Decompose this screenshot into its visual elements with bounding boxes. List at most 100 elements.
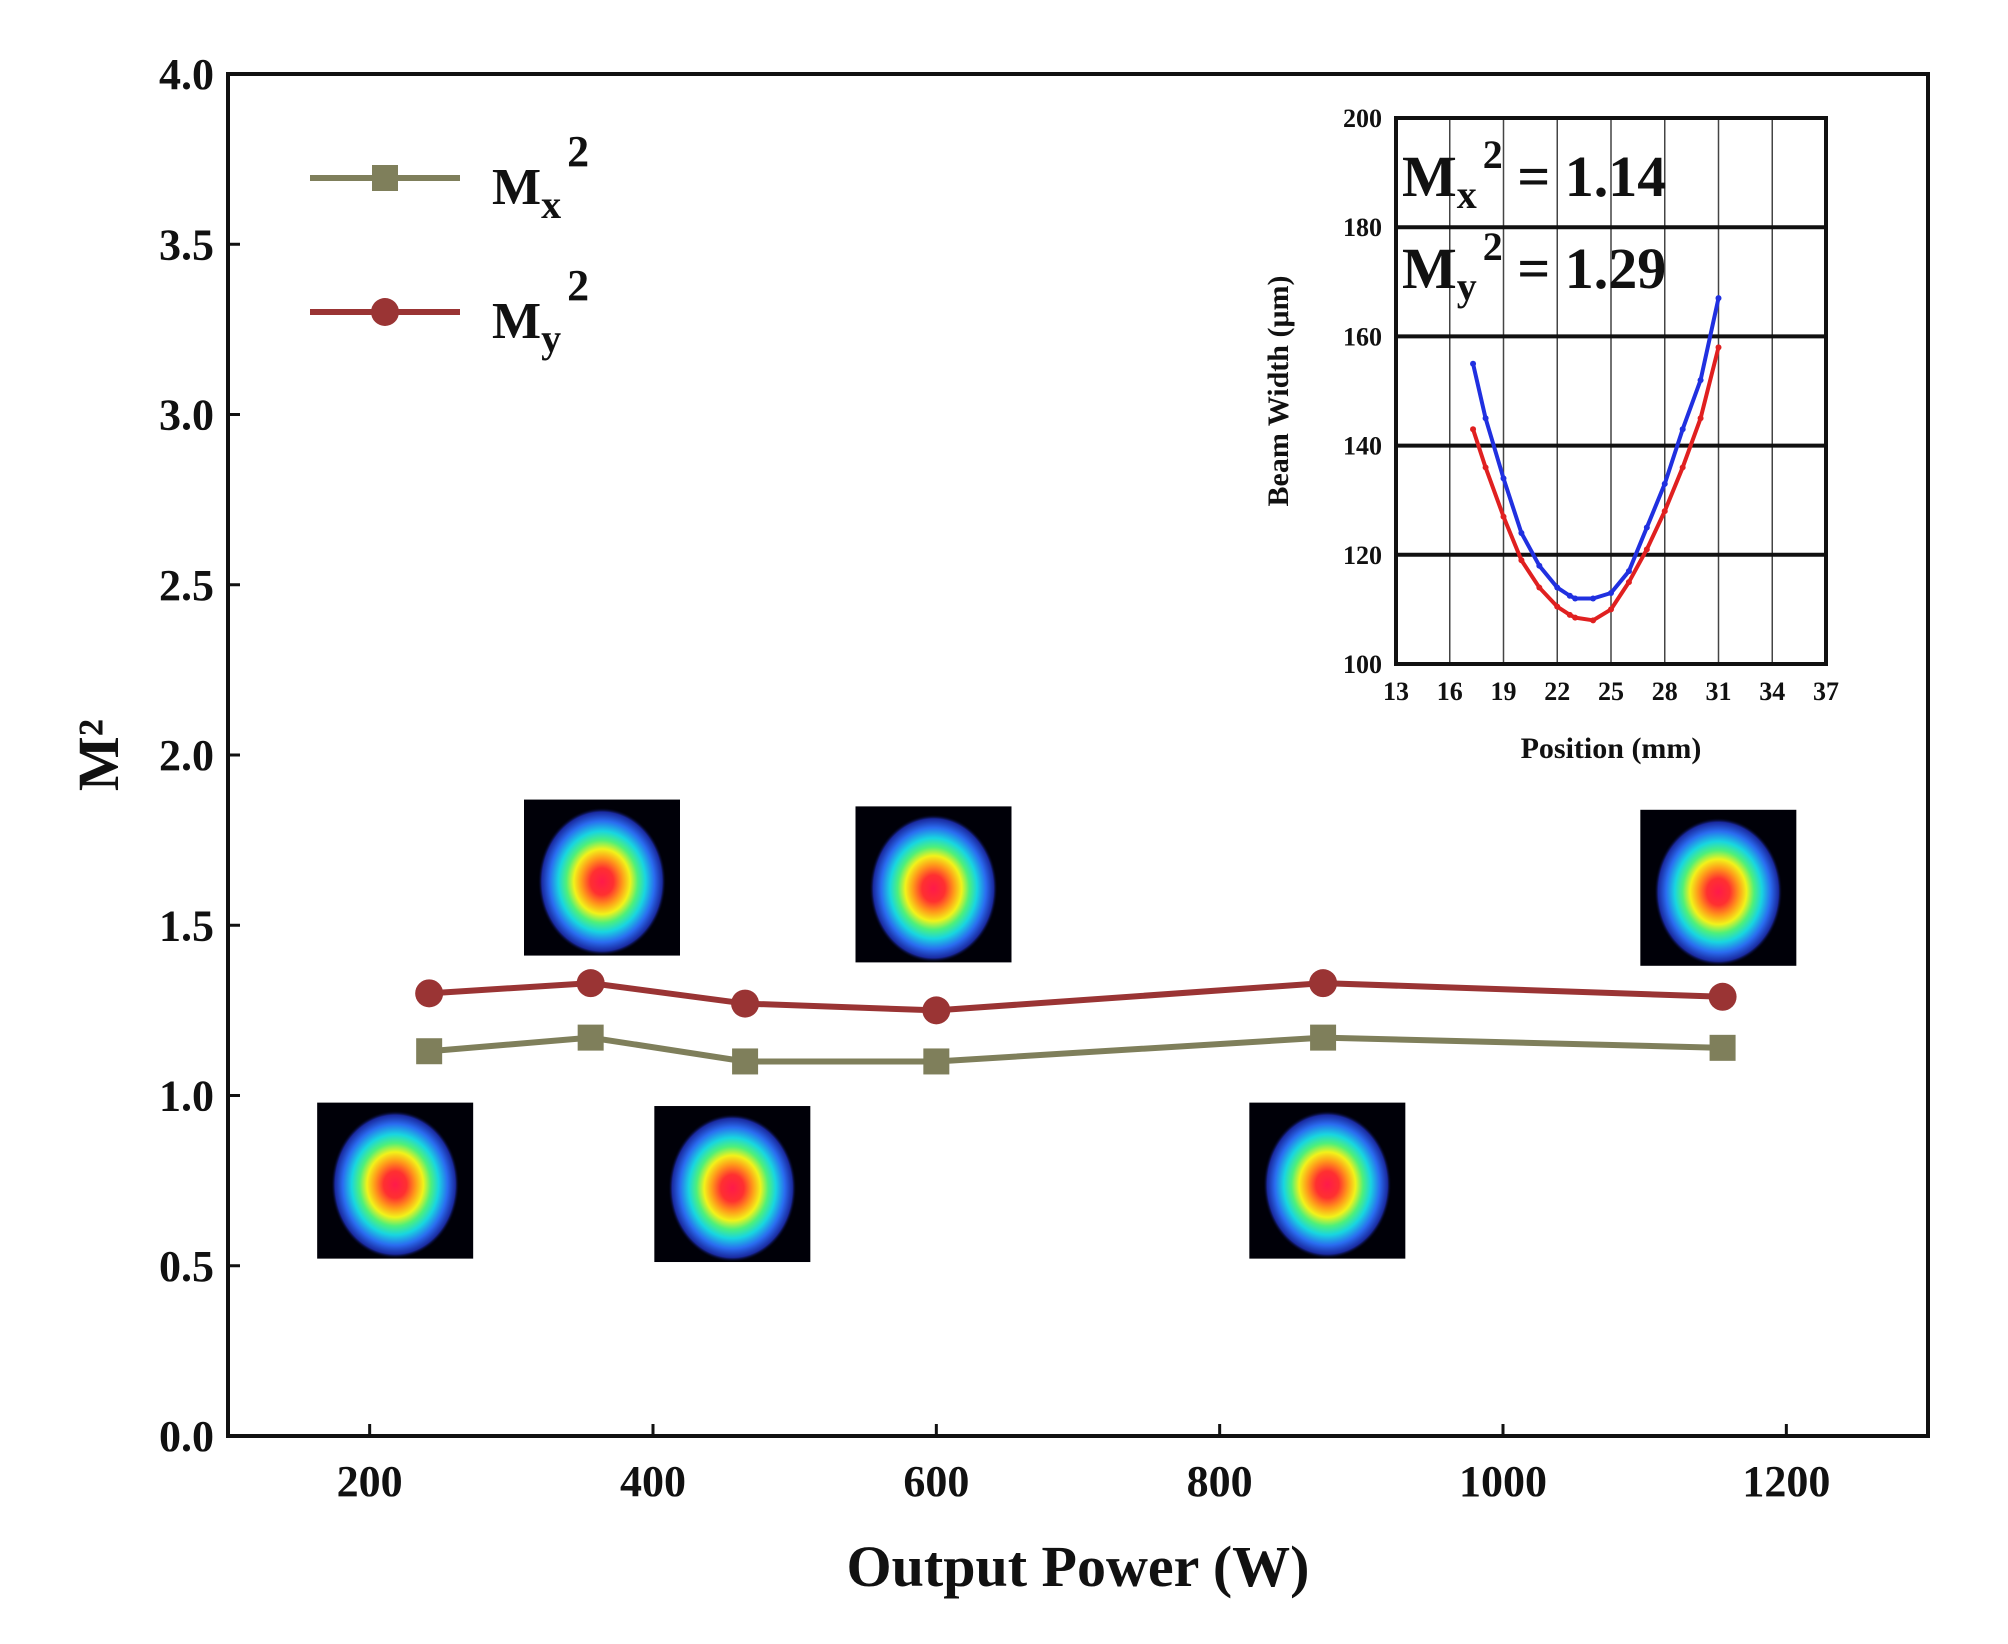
main-plot: 200 400 600 800 1000 1200 0.0 0.5 1.0 1.5 2.0 2.5 3.… <box>66 50 1930 1599</box>
inset-series-line <box>1471 297 1721 601</box>
inset-data-point <box>1625 568 1632 575</box>
beam-profile-image <box>1249 1102 1406 1259</box>
y-tick-label: 0.0 <box>159 1412 214 1461</box>
inset-data-point <box>1536 562 1543 569</box>
inset-data-point <box>1715 295 1722 302</box>
y-tick-label: 2.5 <box>159 561 214 610</box>
legend-marker <box>372 165 398 191</box>
data-point <box>1708 982 1737 1011</box>
inset-y-tick-label: 200 <box>1343 104 1382 133</box>
series-line <box>428 1034 1723 1065</box>
inset-data-point <box>1470 360 1477 367</box>
inset-data-point <box>1715 344 1722 351</box>
beam-profile-spot <box>1654 817 1783 966</box>
inset-data-point <box>1590 617 1597 624</box>
inset-data-point <box>1608 606 1614 613</box>
inset-data-point <box>1590 595 1597 602</box>
y-tick-label: 1.0 <box>159 1072 214 1121</box>
y-tick-label: 3.0 <box>159 391 214 440</box>
inset-data-point <box>1500 513 1507 520</box>
inset-data-point <box>1643 546 1650 553</box>
inset-frame <box>1394 116 1828 666</box>
inset-data-point <box>1679 426 1686 433</box>
beam-profile-spot <box>1263 1110 1392 1259</box>
inset-y-axis-title: Beam Width (μm) <box>1262 276 1295 507</box>
x-tick-label: 400 <box>620 1457 686 1506</box>
beam-profile-image <box>1640 809 1797 966</box>
x-tick-label: 1000 <box>1459 1457 1547 1506</box>
legend-label: Mx2 <box>492 127 589 227</box>
inset-x-tick-label: 19 <box>1491 677 1517 706</box>
beam-profile-image <box>855 806 1012 963</box>
inset-data-point <box>1679 464 1686 471</box>
legend-item: My2 <box>310 261 589 361</box>
y-axis-title: M² <box>66 719 131 791</box>
y-tick-label: 3.5 <box>159 220 214 269</box>
inset-data-point <box>1566 611 1573 618</box>
beam-profile-image <box>524 799 680 956</box>
beam-profile-spot <box>668 1114 797 1263</box>
inset-x-axis-title: Position (mm) <box>1521 732 1702 765</box>
x-tick-label: 200 <box>337 1457 403 1506</box>
series-line <box>428 980 1723 1014</box>
inset-data-point <box>1572 595 1579 602</box>
beam-profile-spot <box>538 807 666 956</box>
inset-plot: 13 16 19 22 25 28 31 34 37 100 120 140 160 180 200 Posi… <box>1262 104 1839 765</box>
beam-profile-image <box>654 1106 811 1263</box>
inset-data-point <box>1518 529 1525 536</box>
data-point <box>922 996 951 1025</box>
inset-x-tick-label: 13 <box>1383 677 1409 706</box>
data-point <box>1309 969 1338 998</box>
inset-data-point <box>1643 524 1650 531</box>
inset-data-point <box>1536 584 1543 591</box>
y-tick-label: 2.0 <box>159 731 214 780</box>
inset-annotation: Mx2 = 1.14 <box>1402 132 1666 217</box>
inset-y-tick-label: 140 <box>1343 432 1382 461</box>
inset-x-tick-label: 31 <box>1706 677 1732 706</box>
inset-data-point <box>1470 426 1477 433</box>
inset-annotation: My2 = 1.29 <box>1402 224 1666 309</box>
beam-profile-spot <box>869 814 998 963</box>
data-point <box>732 1048 759 1075</box>
beam-profile-image <box>317 1102 474 1259</box>
data-point <box>731 989 760 1018</box>
inset-y-tick-label: 120 <box>1343 541 1382 570</box>
legend-marker <box>371 298 399 326</box>
inset-data-point <box>1554 603 1561 610</box>
inset-data-point <box>1500 475 1507 482</box>
inset-x-tick-label: 25 <box>1598 677 1624 706</box>
inset-data-point <box>1697 377 1704 384</box>
data-point <box>577 1024 604 1051</box>
inset-y-tick-label: 180 <box>1343 213 1382 242</box>
inset-data-point <box>1482 464 1489 471</box>
inset-series-line <box>1471 346 1721 623</box>
y-tick-label: 4.0 <box>159 50 214 99</box>
inset-data-point <box>1661 480 1668 487</box>
data-point <box>923 1048 950 1075</box>
x-axis-title: Output Power (W) <box>847 1534 1310 1599</box>
legend-item: Mx2 <box>310 127 589 227</box>
inset-x-tick-label: 28 <box>1652 677 1678 706</box>
inset-data-point <box>1608 590 1614 597</box>
x-tick-label: 1200 <box>1742 1457 1830 1506</box>
data-point <box>1709 1034 1736 1061</box>
inset-x-tick-label: 16 <box>1437 677 1463 706</box>
inset-data-point <box>1518 557 1525 564</box>
inset-data-point <box>1566 592 1573 599</box>
y-tick-label: 0.5 <box>159 1242 214 1291</box>
data-point <box>416 1038 443 1065</box>
inset-data-point <box>1697 415 1704 422</box>
inset-y-tick-label: 160 <box>1343 322 1382 351</box>
inset-y-tick-label: 100 <box>1343 650 1382 679</box>
inset-x-tick-label: 34 <box>1759 677 1785 706</box>
inset-data-point <box>1482 415 1489 422</box>
beam-profile-spot <box>331 1110 460 1259</box>
data-point <box>1310 1024 1337 1051</box>
x-tick-label: 800 <box>1187 1457 1253 1506</box>
x-tick-label: 600 <box>903 1457 969 1506</box>
inset-x-tick-label: 37 <box>1813 677 1839 706</box>
inset-data-point <box>1554 584 1561 591</box>
legend-label: My2 <box>492 261 589 361</box>
